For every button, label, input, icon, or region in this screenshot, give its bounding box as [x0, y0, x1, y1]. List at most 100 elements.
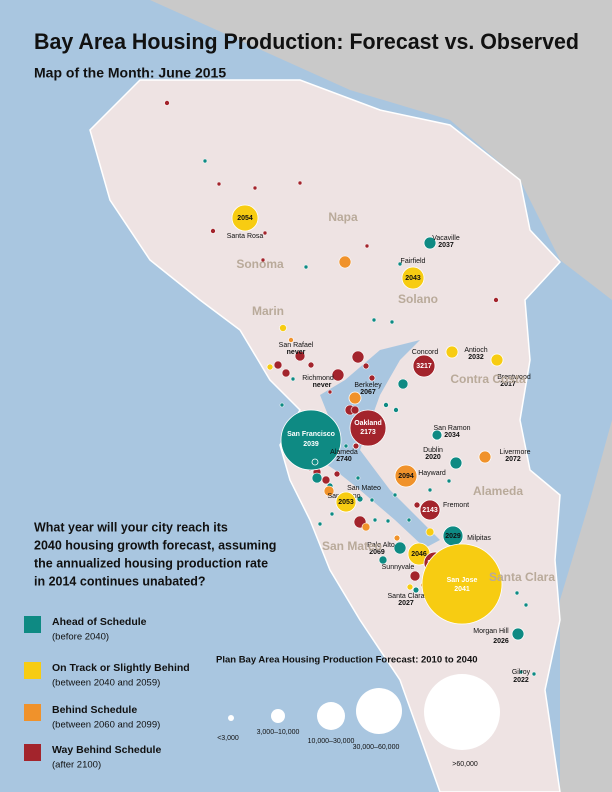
- site-marker: [260, 257, 266, 263]
- legend-label: Way Behind Schedule: [52, 744, 161, 756]
- site-marker: [427, 487, 433, 493]
- site-marker: [446, 478, 452, 484]
- city-bubble: [431, 429, 443, 441]
- site-marker: [202, 158, 208, 164]
- city-year: 2022: [513, 677, 529, 684]
- legend-swatch: [24, 704, 41, 721]
- site-marker: [397, 378, 409, 390]
- city-name: Livermore: [499, 449, 530, 456]
- site-marker: [327, 389, 333, 395]
- site-marker: [397, 261, 403, 267]
- city-name: Brentwood: [497, 374, 531, 381]
- site-marker: [371, 317, 377, 323]
- site-marker: [406, 517, 412, 523]
- city-name: Fremont: [443, 502, 469, 509]
- city-year: 2740: [336, 456, 352, 463]
- city-name: San Jose: [447, 577, 478, 584]
- city-bubble: [449, 456, 463, 470]
- site-marker: [294, 350, 306, 362]
- question-line: the annualized housing production rate: [34, 556, 268, 570]
- bay: [305, 340, 440, 548]
- city-bubble: [412, 586, 420, 594]
- city-name: San Rafael: [279, 342, 314, 349]
- site-marker: [356, 495, 364, 503]
- legend-swatch: [24, 616, 41, 633]
- city-year: 2032: [468, 354, 484, 361]
- size-legend-label: <3,000: [217, 735, 239, 742]
- city-year: 2020: [425, 454, 441, 461]
- city-name: San Francisco: [287, 431, 335, 438]
- city-name: Concord: [412, 349, 439, 356]
- size-legend-circle: [356, 688, 402, 734]
- site-marker: [290, 376, 296, 382]
- question-line: in 2014 continues unabated?: [34, 574, 206, 588]
- legend-sublabel: (between 2040 and 2059): [52, 678, 160, 689]
- site-marker: [369, 497, 375, 503]
- question-line: 2040 housing growth forecast, assuming: [34, 538, 276, 552]
- city-name: San Ramon: [434, 425, 471, 432]
- city-bubble: [352, 442, 360, 450]
- size-legend-label: 30,000–60,000: [353, 744, 400, 751]
- region-label: San Mateo: [322, 539, 382, 553]
- site-marker: [409, 570, 421, 582]
- city-year: 2072: [505, 456, 521, 463]
- site-marker: [329, 511, 335, 517]
- city-bubble: [401, 266, 425, 290]
- city-name: Antioch: [464, 347, 487, 354]
- site-marker: [311, 472, 323, 484]
- site-marker: [333, 470, 341, 478]
- legend-swatch: [24, 744, 41, 761]
- site-marker: [355, 475, 361, 481]
- site-marker: [393, 407, 399, 413]
- title: Bay Area Housing Production: Forecast vs…: [34, 29, 579, 54]
- site-marker: [164, 100, 170, 106]
- site-marker: [317, 521, 323, 527]
- site-marker: [252, 185, 258, 191]
- site-marker: [279, 324, 287, 332]
- city-year: 2173: [360, 429, 376, 436]
- site-marker: [383, 402, 389, 408]
- legend-sublabel: (after 2100): [52, 760, 101, 771]
- city-name: Milpitas: [467, 535, 491, 542]
- site-marker: [406, 583, 414, 591]
- city-bubble: [335, 491, 357, 513]
- site-marker: [297, 180, 303, 186]
- site-marker: [362, 362, 370, 370]
- city-year: 2037: [438, 242, 454, 249]
- site-marker: [262, 230, 268, 236]
- city-name: Oakland: [354, 420, 382, 427]
- site-marker: [273, 360, 283, 370]
- city-name: Vacaville: [432, 235, 460, 242]
- question-line: What year will your city reach its: [34, 520, 228, 534]
- legend-label: On Track or Slightly Behind: [52, 662, 190, 674]
- city-bubble: [412, 354, 436, 378]
- city-year: 2054: [237, 215, 253, 222]
- site-marker: [425, 527, 435, 537]
- city-bubble: [478, 450, 492, 464]
- city-bubble: [394, 464, 418, 488]
- site-marker: [279, 402, 285, 408]
- city-bubble: [421, 543, 503, 625]
- city-name: Santa Rosa: [227, 233, 264, 240]
- size-legend-circle: [228, 715, 234, 721]
- city-year: 2067: [360, 389, 376, 396]
- city-year: 2026: [493, 638, 509, 645]
- size-legend-title: Plan Bay Area Housing Production Forecas…: [216, 655, 478, 666]
- city-year: 2027: [398, 600, 414, 607]
- site-marker: [378, 555, 388, 565]
- site-marker: [523, 602, 529, 608]
- city-bubble: [231, 204, 259, 232]
- subtitle: Map of the Month: June 2015: [34, 65, 226, 81]
- legend-sublabel: (before 2040): [52, 632, 109, 643]
- site-marker: [531, 671, 537, 677]
- region-label: Contra Costa: [450, 372, 526, 386]
- site-marker: [216, 181, 222, 187]
- city-name: Santa Clara: [388, 593, 425, 600]
- city-bubble: [445, 345, 459, 359]
- site-marker: [266, 363, 274, 371]
- legend-label: Behind Schedule: [52, 704, 137, 716]
- city-name: Fairfield: [401, 258, 426, 265]
- city-year: 2053: [338, 499, 354, 506]
- city-name: Richmond: [302, 375, 334, 382]
- city-name: San Mateo: [347, 485, 381, 492]
